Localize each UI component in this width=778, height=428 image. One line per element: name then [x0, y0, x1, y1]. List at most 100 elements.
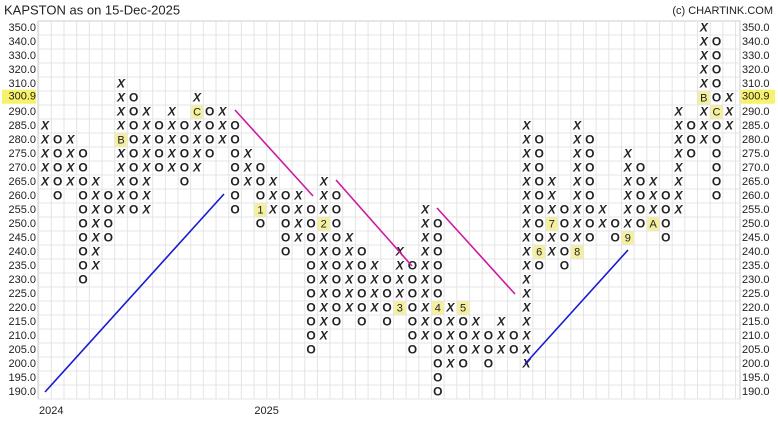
plot-area — [37, 20, 741, 400]
y-tick-label: 245.0 — [8, 232, 36, 244]
x-box: X — [521, 133, 531, 147]
x-box: X — [344, 259, 354, 273]
x-box: X — [521, 287, 531, 301]
o-box: O — [154, 119, 163, 133]
month-marker-bg — [317, 217, 330, 231]
o-box: O — [636, 161, 645, 175]
o-box: O — [610, 231, 619, 245]
month-marker-bg — [710, 105, 723, 119]
o-box: O — [78, 259, 87, 273]
o-box: O — [306, 231, 315, 245]
x-box: X — [395, 273, 405, 287]
o-box: O — [712, 63, 721, 77]
y-tick-label-right: 195.0 — [742, 372, 770, 384]
y-tick-label-right: 250.0 — [742, 218, 770, 230]
y-tick-label: 310.0 — [8, 78, 36, 90]
x-box: X — [167, 119, 177, 133]
o-box: O — [78, 203, 87, 217]
o-box: O — [509, 329, 518, 343]
o-box: O — [408, 259, 417, 273]
y-tick-label: 280.0 — [8, 134, 36, 146]
x-box: X — [471, 315, 481, 329]
o-box: O — [408, 273, 417, 287]
y-tick-label: 205.0 — [8, 344, 36, 356]
o-box: O — [154, 133, 163, 147]
y-tick-label: 330.0 — [8, 50, 36, 62]
month-marker-bg — [571, 245, 584, 259]
x-box: X — [597, 203, 607, 217]
x-box: X — [141, 189, 151, 203]
o-box: O — [78, 161, 87, 175]
o-box: O — [433, 217, 442, 231]
chart-title: KAPSTON as on 15-Dec-2025 — [4, 2, 180, 17]
o-box: O — [154, 147, 163, 161]
month-marker: B — [117, 134, 124, 146]
x-box: X — [268, 203, 278, 217]
x-box: X — [116, 77, 126, 91]
x-box: X — [217, 119, 227, 133]
y-tick-label: 275.0 — [8, 148, 36, 160]
o-box: O — [332, 203, 341, 217]
o-box: O — [230, 175, 239, 189]
y-tick-label-right: 330.0 — [742, 50, 770, 62]
o-box: O — [484, 329, 493, 343]
o-box: O — [458, 315, 467, 329]
month-marker-bg — [545, 217, 558, 231]
o-box: O — [509, 343, 518, 357]
month-marker-bg — [621, 231, 634, 245]
o-box: O — [661, 231, 670, 245]
o-box: O — [332, 189, 341, 203]
x-box: X — [623, 189, 633, 203]
y-tick-label: 240.0 — [8, 246, 36, 258]
o-box: O — [281, 231, 290, 245]
o-box: O — [332, 301, 341, 315]
month-marker-bg — [533, 245, 546, 259]
month-marker-bg — [254, 203, 267, 217]
x-box: X — [673, 119, 683, 133]
o-box: O — [306, 273, 315, 287]
x-box: X — [116, 175, 126, 189]
trend-lines — [44, 109, 629, 393]
o-box: O — [408, 315, 417, 329]
x-box: X — [91, 231, 101, 245]
x-box: X — [547, 203, 557, 217]
o-box: O — [661, 203, 670, 217]
o-box: O — [180, 175, 189, 189]
o-box: O — [78, 147, 87, 161]
o-box: O — [230, 189, 239, 203]
o-box: O — [560, 259, 569, 273]
x-box: X — [420, 203, 430, 217]
x-box: X — [471, 343, 481, 357]
x-box: X — [496, 329, 506, 343]
o-box: O — [332, 217, 341, 231]
x-box: X — [141, 203, 151, 217]
x-box: X — [471, 329, 481, 343]
o-box: O — [357, 287, 366, 301]
o-box: O — [534, 259, 543, 273]
o-box: O — [357, 245, 366, 259]
y-tick-label-right: 265.0 — [742, 176, 770, 188]
o-box: O — [534, 147, 543, 161]
y-tick-label-right: 320.0 — [742, 64, 770, 76]
x-box: X — [344, 287, 354, 301]
o-box: O — [180, 119, 189, 133]
x-box: X — [116, 91, 126, 105]
x-box: X — [420, 245, 430, 259]
o-box: O — [433, 273, 442, 287]
grid — [38, 21, 740, 400]
support-line — [524, 249, 629, 365]
x-box: X — [141, 175, 151, 189]
y-tick-label: 340.0 — [8, 36, 36, 48]
x-box: X — [445, 315, 455, 329]
o-box: O — [306, 259, 315, 273]
o-box: O — [534, 189, 543, 203]
x-box: X — [91, 175, 101, 189]
x-box: X — [673, 133, 683, 147]
x-box: X — [369, 273, 379, 287]
o-box: O — [205, 119, 214, 133]
y-tick-label: 220.0 — [8, 302, 36, 314]
month-marker-bg — [431, 301, 444, 315]
o-box: O — [129, 203, 138, 217]
x-box: X — [116, 203, 126, 217]
x-box: X — [521, 357, 531, 371]
